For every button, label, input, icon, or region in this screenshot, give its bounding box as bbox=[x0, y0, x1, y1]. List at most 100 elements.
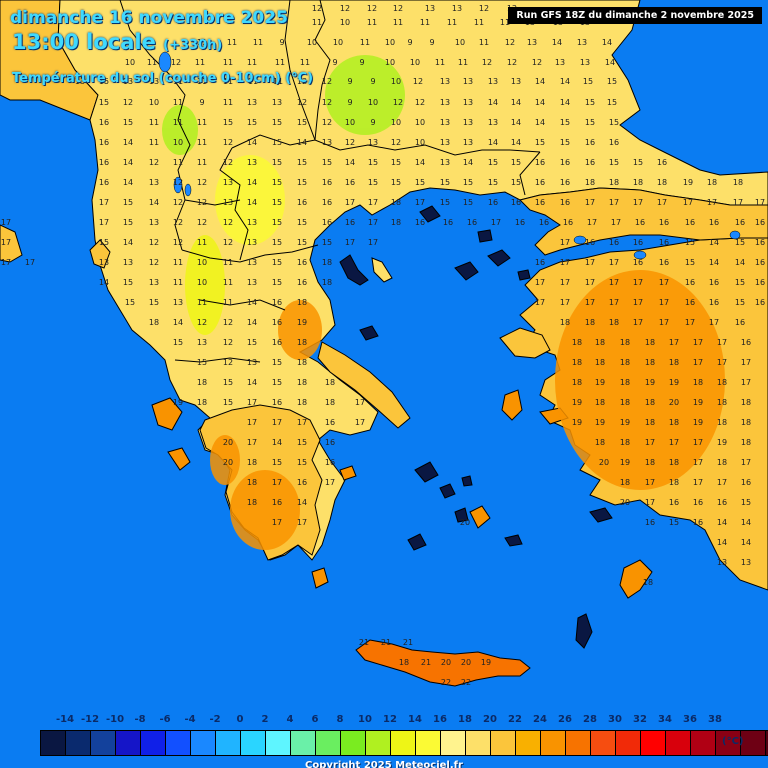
grid-value: 15 bbox=[123, 198, 133, 207]
scale-swatch bbox=[141, 731, 166, 755]
grid-value: 15 bbox=[511, 178, 521, 187]
grid-value: 17 bbox=[368, 198, 378, 207]
grid-value: 17 bbox=[368, 238, 378, 247]
tenedos bbox=[517, 269, 531, 281]
grid-value: 16 bbox=[659, 218, 669, 227]
grid-value: 16 bbox=[272, 318, 282, 327]
grid-value: 18 bbox=[620, 358, 630, 367]
scale-swatch bbox=[241, 731, 266, 755]
grid-value: 13 bbox=[463, 98, 473, 107]
scale-label: 16 bbox=[433, 714, 447, 725]
grid-value: 16 bbox=[717, 498, 727, 507]
grid-value: 9 bbox=[332, 58, 337, 67]
grid-value: 12 bbox=[173, 198, 183, 207]
grid-value: 18 bbox=[560, 318, 570, 327]
grid-value: 16 bbox=[297, 258, 307, 267]
grid-value: 12 bbox=[322, 77, 332, 86]
grid-value: 17 bbox=[683, 198, 693, 207]
grid-value: 13 bbox=[223, 198, 233, 207]
grid-value: 16 bbox=[99, 178, 109, 187]
local-time: 13:00 locale bbox=[12, 30, 156, 54]
grid-value: 17 bbox=[272, 418, 282, 427]
border-line-6 bbox=[519, 151, 541, 196]
grid-value: 16 bbox=[297, 198, 307, 207]
grid-value: 17 bbox=[693, 458, 703, 467]
grid-value: 17 bbox=[609, 298, 619, 307]
grid-value: 18 bbox=[657, 178, 667, 187]
grid-value: 16 bbox=[539, 218, 549, 227]
grid-value: 16 bbox=[535, 198, 545, 207]
grid-value: 13 bbox=[197, 338, 207, 347]
warm-zone-anatolia bbox=[555, 270, 725, 490]
grid-value: 12 bbox=[197, 318, 207, 327]
grid-value: 18 bbox=[620, 438, 630, 447]
grid-value: 16 bbox=[560, 158, 570, 167]
grid-value: 16 bbox=[325, 418, 335, 427]
grid-value: 16 bbox=[657, 158, 667, 167]
grid-value: 15 bbox=[297, 178, 307, 187]
grid-value: 12 bbox=[223, 238, 233, 247]
grid-value: 15 bbox=[322, 238, 332, 247]
grid-value: 16 bbox=[755, 238, 765, 247]
grid-value: 16 bbox=[735, 318, 745, 327]
grid-value: 18 bbox=[741, 438, 751, 447]
chalkidiki-sithonia bbox=[339, 254, 369, 286]
grid-value: 12 bbox=[322, 98, 332, 107]
scale-swatch bbox=[691, 731, 716, 755]
forecast-time: 13:00 locale (+330h) bbox=[12, 30, 222, 54]
grid-value: 11 bbox=[312, 18, 322, 27]
grid-value: 10 bbox=[173, 138, 183, 147]
grid-value: 21 bbox=[359, 638, 369, 647]
grid-value: 16 bbox=[345, 218, 355, 227]
grid-value: 16 bbox=[272, 298, 282, 307]
scale-swatch bbox=[116, 731, 141, 755]
border-line-9 bbox=[199, 299, 286, 311]
grid-value: 10 bbox=[415, 118, 425, 127]
grid-value: 13 bbox=[149, 178, 159, 187]
grid-value: 13 bbox=[425, 4, 435, 13]
grid-value: 18 bbox=[572, 358, 582, 367]
grid-value: 15 bbox=[735, 238, 745, 247]
grid-value: 17 bbox=[345, 238, 355, 247]
grid-value: 12 bbox=[173, 238, 183, 247]
grid-value: 15 bbox=[322, 158, 332, 167]
grid-value: 18 bbox=[693, 378, 703, 387]
grid-value: 9 bbox=[370, 118, 375, 127]
grid-value: 17 bbox=[645, 498, 655, 507]
grid-value: 17 bbox=[560, 238, 570, 247]
grid-value: 10 bbox=[415, 138, 425, 147]
grid-value: 17 bbox=[669, 338, 679, 347]
grid-value: 13 bbox=[511, 77, 521, 86]
grid-value: 9 bbox=[199, 98, 204, 107]
grid-value: 16 bbox=[755, 218, 765, 227]
grid-value: 10 bbox=[307, 38, 317, 47]
grid-value: 13 bbox=[577, 38, 587, 47]
grid-value: 17 bbox=[707, 198, 717, 207]
grid-value: 16 bbox=[272, 398, 282, 407]
grid-value: 13 bbox=[440, 118, 450, 127]
forecast-date: dimanche 16 novembre 2025 bbox=[10, 8, 288, 28]
grid-value: 16 bbox=[560, 198, 570, 207]
border-line-7 bbox=[184, 199, 241, 206]
grid-value: 14 bbox=[709, 238, 719, 247]
grid-value: 14 bbox=[99, 278, 109, 287]
grid-value: 15 bbox=[99, 98, 109, 107]
grid-value: 13 bbox=[247, 218, 257, 227]
grid-value: 16 bbox=[669, 498, 679, 507]
grid-value: 19 bbox=[481, 658, 491, 667]
grid-value: 10 bbox=[455, 38, 465, 47]
grid-value: 15 bbox=[609, 118, 619, 127]
grid-value: 12 bbox=[223, 338, 233, 347]
skiathos-isl bbox=[359, 325, 379, 341]
grid-value: 11 bbox=[474, 18, 484, 27]
border-line-4 bbox=[314, 0, 331, 141]
grid-value: 13 bbox=[463, 118, 473, 127]
grid-value: 18 bbox=[633, 178, 643, 187]
grid-value: 17 bbox=[693, 358, 703, 367]
grid-value: 16 bbox=[635, 218, 645, 227]
grid-value: 11 bbox=[223, 77, 233, 86]
grid-value: 14 bbox=[247, 198, 257, 207]
grid-value: 14 bbox=[602, 38, 612, 47]
grid-value: 17 bbox=[247, 418, 257, 427]
lake-4 bbox=[633, 250, 647, 260]
